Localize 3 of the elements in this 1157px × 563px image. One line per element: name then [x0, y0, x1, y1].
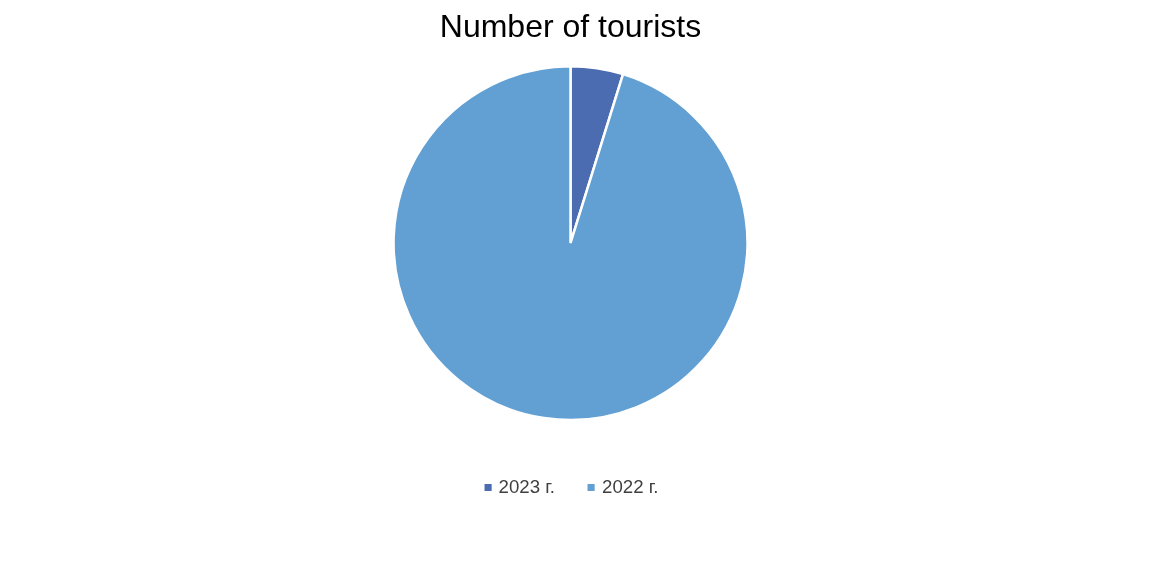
legend-label: 2022 г.	[602, 476, 659, 498]
legend-label: 2023 г.	[498, 476, 555, 498]
chart-title: Number of tourists	[439, 7, 702, 44]
